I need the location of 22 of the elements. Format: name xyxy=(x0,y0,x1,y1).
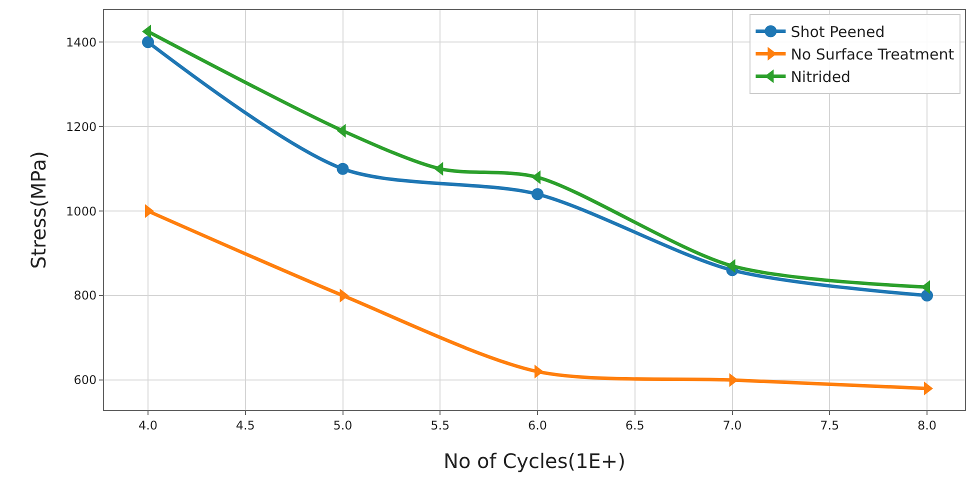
legend-label: Nitrided xyxy=(790,68,851,86)
x-tick-label: 7.5 xyxy=(820,418,840,432)
x-axis-title: No of Cycles(1E+) xyxy=(444,448,626,473)
point xyxy=(532,188,544,200)
x-tick-label: 6.5 xyxy=(625,418,644,432)
x-tick-label: 4.0 xyxy=(138,418,158,432)
y-tick-label: 1000 xyxy=(66,204,97,218)
point xyxy=(336,162,349,175)
legend-label: Shot Peened xyxy=(790,23,885,42)
y-tick-label: 800 xyxy=(74,288,97,303)
x-tick-label: 5.5 xyxy=(430,418,450,432)
point xyxy=(142,36,154,48)
y-tick-label: 600 xyxy=(74,373,97,388)
x-tick-label: 5.0 xyxy=(333,418,352,432)
x-tick-label: 8.0 xyxy=(917,418,937,432)
x-tick-label: 4.5 xyxy=(236,418,255,432)
x-tick-label: 7.0 xyxy=(722,418,742,432)
y-tick-label: 1200 xyxy=(66,120,97,134)
legend-label: No Surface Treatment xyxy=(790,46,954,64)
y-axis-title: Stress(MPa) xyxy=(26,151,51,269)
y-tick-label: 1400 xyxy=(66,35,97,50)
x-tick-label: 6.0 xyxy=(528,418,548,432)
